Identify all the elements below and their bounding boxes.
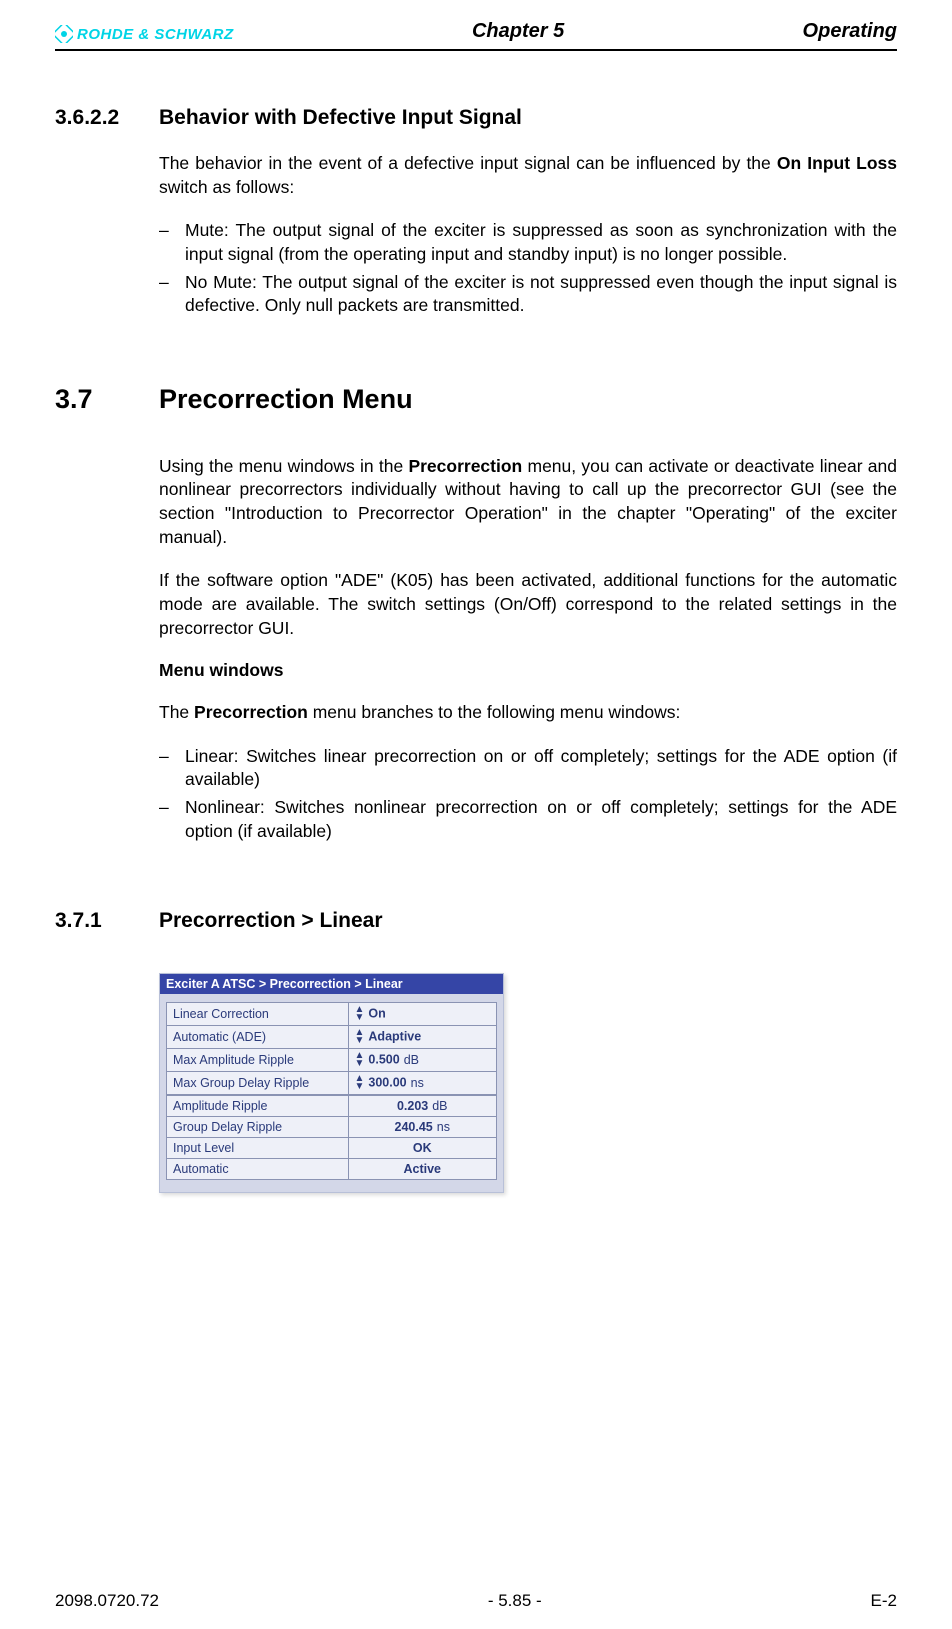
logo-icon: [55, 25, 73, 43]
table-row: Max Amplitude Ripple ▲▼0.500 dB: [167, 1049, 497, 1072]
spinner-icon[interactable]: ▲▼: [355, 1052, 365, 1068]
param-label: Input Level: [167, 1138, 349, 1159]
table-row: Max Group Delay Ripple ▲▼300.00 ns: [167, 1072, 497, 1096]
unit-text: ns: [437, 1120, 450, 1134]
brand-logo: ROHDE & SCHWARZ: [55, 25, 234, 43]
list-item: – No Mute: The output signal of the exci…: [159, 271, 897, 318]
param-value-editable[interactable]: ▲▼300.00 ns: [348, 1072, 497, 1096]
value-text: Active: [403, 1162, 441, 1176]
table-row: Amplitude Ripple 0.203 dB: [167, 1095, 497, 1117]
table-row: Automatic (ADE)▲▼Adaptive: [167, 1026, 497, 1049]
table-row: Group Delay Ripple 240.45 ns: [167, 1117, 497, 1138]
value-text: 0.203: [397, 1099, 428, 1113]
param-value-readonly: Active: [348, 1159, 497, 1180]
param-value-editable[interactable]: ▲▼On: [348, 1003, 497, 1026]
param-value-editable[interactable]: ▲▼Adaptive: [348, 1026, 497, 1049]
param-label: Max Amplitude Ripple: [167, 1049, 349, 1072]
heading-3-7-1: 3.7.1 Precorrection > Linear: [55, 909, 897, 933]
dash-icon: –: [159, 271, 185, 318]
chapter-label: Chapter 5: [472, 20, 564, 43]
paragraph: If the software option "ADE" (K05) has b…: [159, 569, 897, 640]
heading-3-6-2-2: 3.6.2.2 Behavior with Defective Input Si…: [55, 106, 897, 130]
sub-heading: Menu windows: [159, 660, 897, 681]
param-value-editable[interactable]: ▲▼0.500 dB: [348, 1049, 497, 1072]
logo-text: ROHDE & SCHWARZ: [77, 26, 234, 43]
footer-left: 2098.0720.72: [55, 1591, 159, 1611]
value-text: OK: [413, 1141, 432, 1155]
heading-3-7: 3.7 Precorrection Menu: [55, 384, 897, 415]
param-label: Amplitude Ripple: [167, 1095, 349, 1117]
heading-number: 3.6.2.2: [55, 106, 135, 130]
param-label: Max Group Delay Ripple: [167, 1072, 349, 1096]
heading-title: Precorrection Menu: [159, 384, 413, 415]
menu-screenshot: Exciter A ATSC > Precorrection > Linear …: [159, 973, 504, 1193]
table-row: Input Level OK: [167, 1138, 497, 1159]
spinner-icon[interactable]: ▲▼: [355, 1075, 365, 1091]
value-text: 0.500: [368, 1053, 399, 1067]
paragraph: Using the menu windows in the Precorrect…: [159, 455, 897, 550]
param-value-readonly: 240.45 ns: [348, 1117, 497, 1138]
unit-text: ns: [411, 1076, 424, 1090]
footer-right: E-2: [871, 1591, 897, 1611]
menu-table: Linear Correction▲▼OnAutomatic (ADE)▲▼Ad…: [166, 1002, 497, 1180]
spinner-icon[interactable]: ▲▼: [355, 1006, 365, 1022]
list-item: – Nonlinear: Switches nonlinear precorre…: [159, 796, 897, 843]
paragraph: The behavior in the event of a defective…: [159, 152, 897, 199]
paragraph: The Precorrection menu branches to the f…: [159, 701, 897, 725]
dash-icon: –: [159, 796, 185, 843]
menu-body: Linear Correction▲▼OnAutomatic (ADE)▲▼Ad…: [160, 994, 503, 1192]
param-label: Automatic (ADE): [167, 1026, 349, 1049]
param-value-readonly: OK: [348, 1138, 497, 1159]
value-text: Adaptive: [368, 1030, 421, 1044]
param-value-readonly: 0.203 dB: [348, 1095, 497, 1117]
table-row: Automatic Active: [167, 1159, 497, 1180]
footer-center: - 5.85 -: [488, 1591, 542, 1611]
param-label: Linear Correction: [167, 1003, 349, 1026]
unit-text: dB: [432, 1099, 447, 1113]
list-item: – Linear: Switches linear precorrection …: [159, 745, 897, 792]
heading-number: 3.7.1: [55, 909, 135, 933]
bullet-list: – Linear: Switches linear precorrection …: [159, 745, 897, 844]
unit-text: dB: [404, 1053, 419, 1067]
heading-number: 3.7: [55, 384, 135, 415]
page-header: ROHDE & SCHWARZ Chapter 5 Operating: [55, 20, 897, 51]
dash-icon: –: [159, 745, 185, 792]
menu-titlebar: Exciter A ATSC > Precorrection > Linear: [160, 974, 503, 994]
param-label: Automatic: [167, 1159, 349, 1180]
dash-icon: –: [159, 219, 185, 266]
heading-title: Precorrection > Linear: [159, 909, 383, 933]
bullet-list: – Mute: The output signal of the exciter…: [159, 219, 897, 318]
list-item: – Mute: The output signal of the exciter…: [159, 219, 897, 266]
value-text: 300.00: [368, 1076, 406, 1090]
page-footer: 2098.0720.72 - 5.85 - E-2: [55, 1591, 897, 1611]
param-label: Group Delay Ripple: [167, 1117, 349, 1138]
table-row: Linear Correction▲▼On: [167, 1003, 497, 1026]
value-text: 240.45: [395, 1120, 433, 1134]
section-label: Operating: [803, 20, 897, 43]
value-text: On: [368, 1007, 385, 1021]
spinner-icon[interactable]: ▲▼: [355, 1029, 365, 1045]
heading-title: Behavior with Defective Input Signal: [159, 106, 522, 130]
